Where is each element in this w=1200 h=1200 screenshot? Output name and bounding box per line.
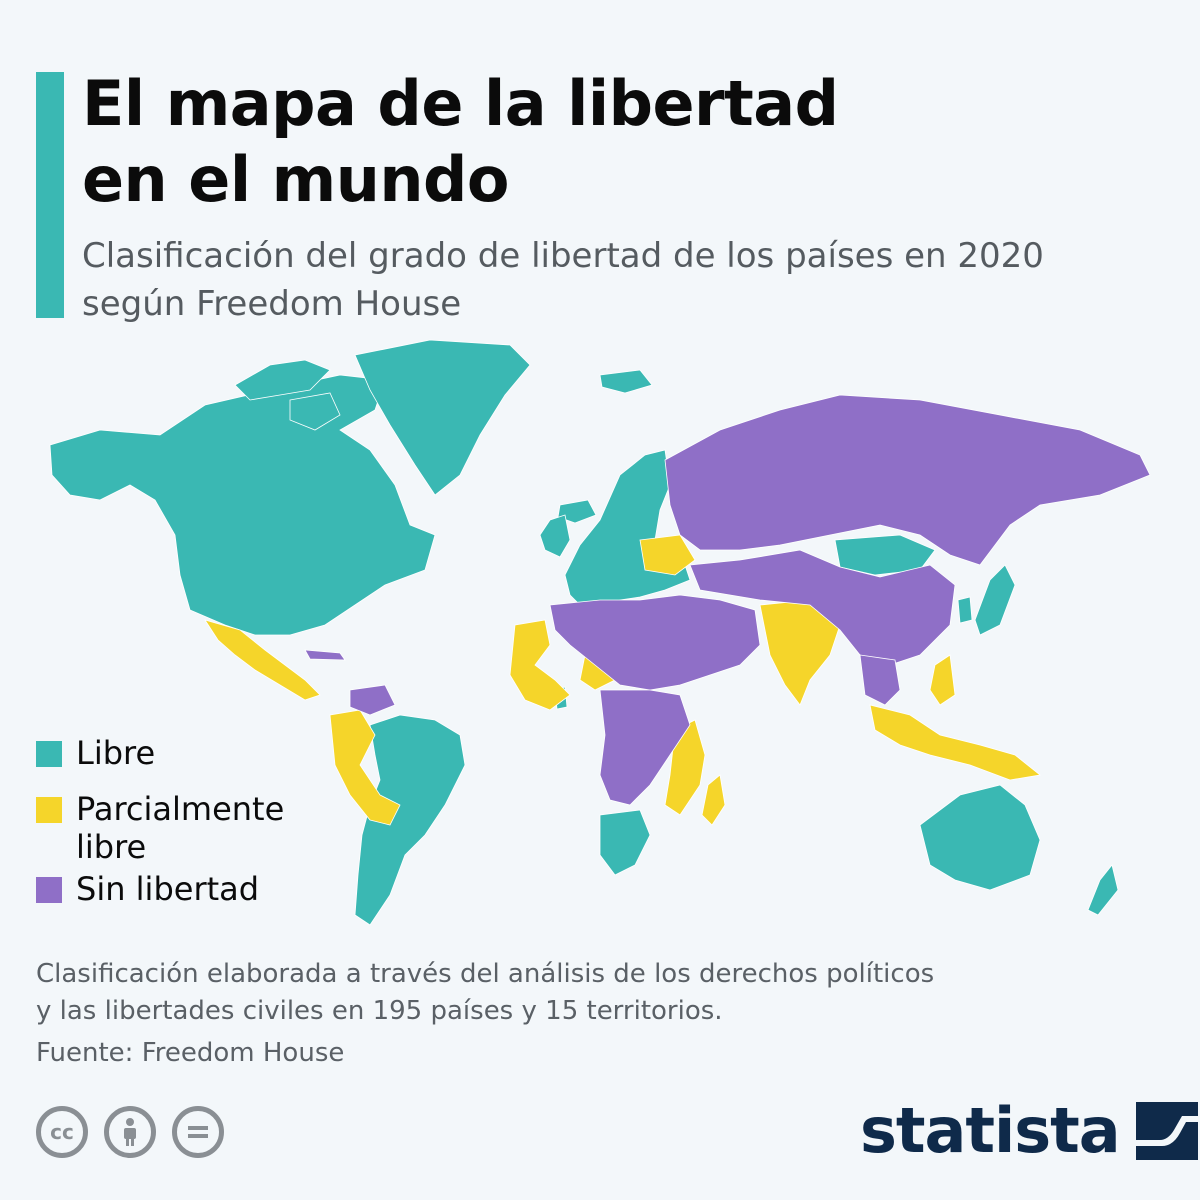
region-russia [664, 394, 1151, 566]
legend-label-partly-free-line-2: libre [76, 828, 147, 866]
region-philippines [929, 654, 956, 706]
note-line-2: y las libertades civiles en 195 países y… [36, 996, 723, 1026]
region-west-africa [509, 619, 571, 711]
brand-wordmark: statista [860, 1094, 1121, 1167]
statista-logo[interactable]: statista [860, 1096, 1198, 1166]
region-south-korea [957, 596, 973, 624]
region-arctic-islands [234, 359, 331, 401]
region-free [49, 339, 1119, 926]
statista-logo-icon [1135, 1102, 1198, 1160]
legend-label-free: Libre [76, 734, 156, 772]
license-icons: cc [36, 1106, 224, 1158]
region-partly-free [204, 534, 1041, 826]
equals-icon [188, 1126, 208, 1138]
world-freedom-map [49, 339, 1151, 926]
subtitle-line-2: según Freedom House [82, 284, 462, 324]
region-central-africa [599, 689, 691, 806]
region-japan [974, 564, 1016, 636]
cc-icon[interactable]: cc [36, 1106, 88, 1158]
region-greenland [354, 339, 531, 496]
methodology-note: Clasificación elaborada a través del aná… [36, 956, 934, 1030]
note-line-1: Clasificación elaborada a través del aná… [36, 959, 935, 989]
region-madagascar [701, 774, 726, 826]
legend-item-partly-free: Parcialmente libre [36, 790, 326, 866]
page-subtitle: Clasificación del grado de libertad de l… [82, 232, 1044, 328]
title-accent-bar [36, 72, 64, 318]
legend-item-free: Libre [36, 734, 326, 772]
legend-label-not-free: Sin libertad [76, 870, 260, 908]
region-north-america [49, 374, 436, 636]
region-southern-africa [599, 809, 651, 876]
subtitle-line-1: Clasificación del grado de libertad de l… [82, 236, 1044, 276]
region-australia [919, 784, 1041, 891]
title-line-1: El mapa de la libertad [82, 67, 839, 140]
no-derivatives-icon[interactable] [172, 1106, 224, 1158]
legend-swatch-free [36, 741, 62, 767]
region-iceland [557, 499, 597, 524]
legend-label-partly-free: Parcialmente libre [76, 790, 326, 866]
legend-label-partly-free-line-1: Parcialmente [76, 790, 285, 828]
region-china [689, 549, 956, 666]
region-uk-ireland [539, 514, 571, 558]
region-arctic-islands-2 [289, 392, 341, 431]
region-indochina [859, 654, 901, 706]
region-new-zealand [1087, 864, 1119, 916]
legend-swatch-partly-free [36, 797, 62, 823]
page-title: El mapa de la libertad en el mundo [82, 66, 839, 218]
title-line-2: en el mundo [82, 143, 510, 216]
region-ukraine [639, 534, 696, 576]
legend-item-not-free: Sin libertad [36, 870, 326, 908]
map-legend: Libre Parcialmente libre Sin libertad [36, 734, 326, 908]
region-svalbard [599, 369, 653, 394]
region-southeast-asia [869, 704, 1041, 781]
person-icon [124, 1118, 136, 1146]
region-not-free [304, 394, 1151, 806]
source-text: Fuente: Freedom House [36, 1038, 345, 1068]
region-mena [549, 594, 761, 691]
legend-swatch-not-free [36, 877, 62, 903]
region-mexico [204, 619, 321, 701]
region-cuba [304, 649, 346, 661]
by-attribution-icon[interactable] [104, 1106, 156, 1158]
region-andes [329, 709, 401, 826]
region-venezuela [349, 684, 396, 716]
